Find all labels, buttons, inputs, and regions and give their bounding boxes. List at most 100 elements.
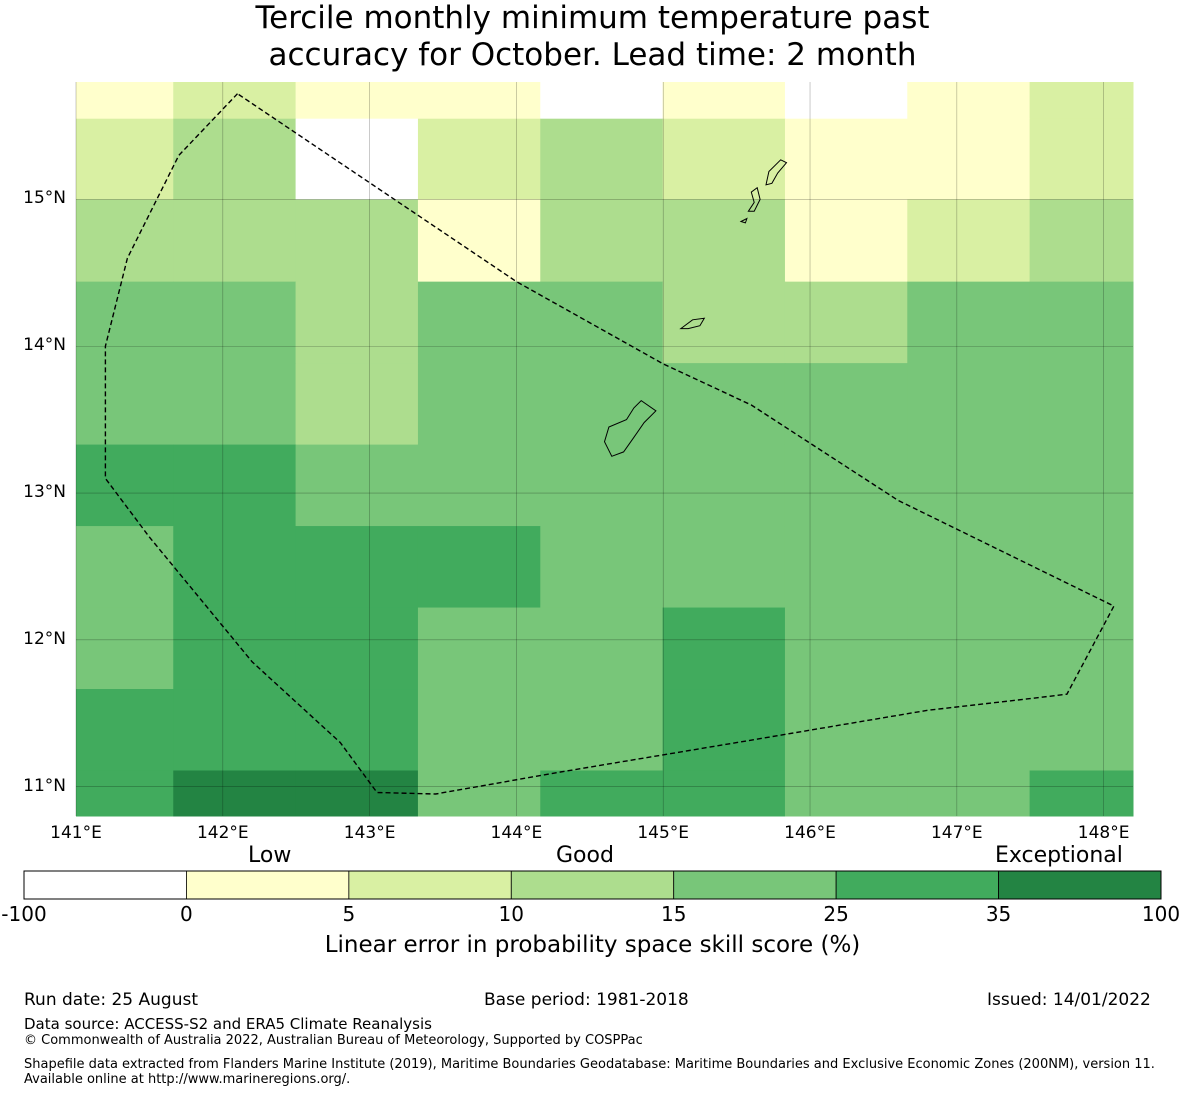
island-outline	[765, 159, 788, 186]
island-outline	[739, 217, 748, 224]
colorbar-segment	[673, 870, 837, 900]
grid-cell	[662, 770, 786, 817]
colorbar-tick-label: 15	[660, 902, 687, 926]
grid-cell	[907, 199, 1031, 283]
grid-cell	[540, 199, 664, 283]
skill-grid	[76, 82, 1134, 817]
grid-cell	[295, 281, 419, 364]
colorbar-segment	[348, 870, 512, 900]
grid-cell	[295, 82, 419, 120]
longitude-tick-label: 142°E	[196, 823, 249, 843]
grid-cell	[173, 770, 297, 817]
grid-cell	[173, 444, 297, 527]
grid-cell	[173, 281, 297, 364]
grid-cell	[76, 770, 174, 817]
colorbar-segment	[835, 870, 999, 900]
grid-cell	[662, 199, 786, 283]
colorbar-axis-label: Linear error in probability space skill …	[324, 932, 861, 958]
grid-cell	[295, 199, 419, 283]
grid-cell	[540, 607, 664, 690]
skill-score-map	[23, 82, 1162, 900]
grid-cell	[76, 607, 174, 690]
colorbar-tick-label: -100	[1, 902, 47, 926]
grid-cell	[417, 444, 541, 527]
grid-cell	[540, 526, 664, 609]
grid-cell	[907, 689, 1031, 771]
grid-cell	[1029, 281, 1134, 364]
latitude-tick-label: 12°N	[23, 628, 66, 649]
grid-cell	[417, 82, 541, 120]
grid-cell	[540, 82, 664, 120]
colorbar-tick-label: 25	[823, 902, 849, 926]
grid-cell	[540, 363, 664, 446]
grid-cell	[1029, 444, 1134, 527]
grid-cell	[662, 607, 786, 690]
longitude-tick-label: 146°E	[784, 823, 836, 843]
longitude-tick-label: 144°E	[490, 823, 543, 843]
grid-cell	[662, 363, 786, 446]
grid-cell	[417, 118, 541, 200]
grid-cell	[76, 118, 174, 200]
grid-cell	[417, 689, 541, 771]
colorbar-tick-label: 5	[342, 902, 356, 926]
grid-cell	[907, 607, 1031, 690]
grid-cell	[662, 281, 786, 364]
map-title-line-1: Tercile monthly minimum temperature past	[255, 0, 930, 36]
grid-cell	[295, 363, 419, 446]
grid-cell	[784, 281, 908, 364]
longitude-tick-label: 141°E	[50, 823, 102, 843]
shapefile-credit: Shapefile data extracted from Flanders M…	[24, 1057, 1155, 1087]
grid-cell	[173, 607, 297, 690]
coastlines	[603, 159, 788, 457]
grid-cell	[907, 281, 1031, 364]
copyright: © Commonwealth of Australia 2022, Austra…	[24, 1033, 643, 1048]
map-title-line-2: accuracy for October. Lead time: 2 month	[268, 37, 917, 73]
colorbar-tick-label: 0	[180, 902, 193, 926]
longitude-tick-label: 147°E	[930, 823, 983, 843]
grid-cell	[1029, 363, 1134, 446]
grid-cell	[662, 118, 786, 200]
grid-cell	[907, 444, 1031, 527]
grid-cell	[784, 526, 908, 609]
grid-cell	[1029, 607, 1134, 690]
colorbar-tick-label: 100	[1141, 902, 1181, 926]
latitude-tick-label: 11°N	[23, 775, 66, 796]
colorbar-tick-label: 10	[498, 902, 524, 926]
grid-cell	[417, 363, 541, 446]
longitude-tick-label: 143°E	[343, 823, 396, 843]
grid-cell	[173, 199, 297, 283]
grid-cell	[295, 526, 419, 609]
eez-boundary	[104, 93, 1115, 795]
grid-cell	[173, 82, 297, 120]
grid-cell	[540, 770, 664, 817]
colorbar-segment	[23, 870, 187, 900]
grid-cell	[76, 689, 174, 771]
issued-date: Issued: 14/01/2022	[987, 990, 1151, 1010]
grid-cell	[784, 363, 908, 446]
grid-cell	[76, 82, 174, 120]
colorbar-tick-label: 35	[985, 902, 1012, 926]
grid-cell	[907, 82, 1031, 120]
grid-cell	[907, 526, 1031, 609]
grid-cell	[173, 363, 297, 446]
grid-cell	[173, 526, 297, 609]
colorbar	[23, 870, 1162, 900]
grid-cell	[417, 199, 541, 283]
grid-cell	[1029, 118, 1134, 200]
grid-cell	[784, 770, 908, 817]
grid-cell	[1029, 689, 1134, 771]
grid-cell	[784, 82, 908, 120]
grid-cell	[295, 444, 419, 527]
latitude-tick-label: 15°N	[23, 188, 66, 209]
latitude-tick-label: 13°N	[23, 482, 66, 503]
grid-cell	[1029, 82, 1134, 120]
grid-cell	[540, 444, 664, 527]
grid-cell	[295, 607, 419, 690]
grid-cell	[907, 363, 1031, 446]
grid-cell	[784, 444, 908, 527]
grid-cell	[784, 199, 908, 283]
data-source: Data source: ACCESS-S2 and ERA5 Climate …	[24, 1015, 432, 1033]
island-outline	[679, 317, 706, 330]
grid-cell	[540, 689, 664, 771]
longitude-tick-label: 148°E	[1077, 823, 1130, 843]
